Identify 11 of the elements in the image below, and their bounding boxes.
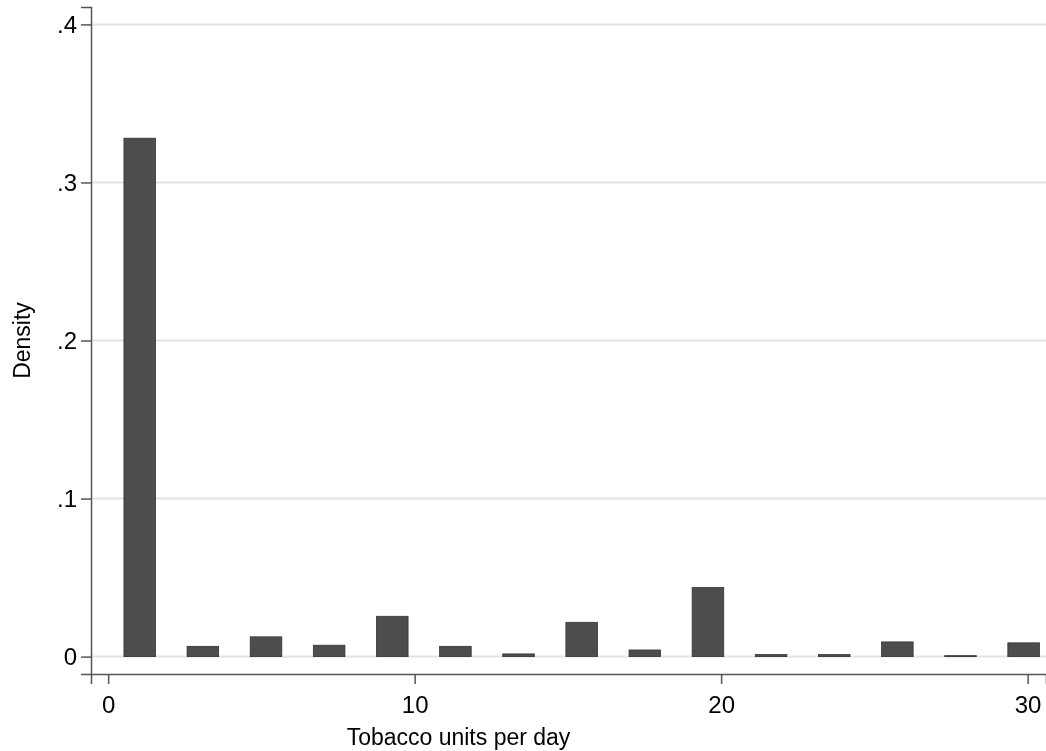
x-tick-label: 0	[101, 691, 116, 719]
x-axis-title: Tobacco units per day	[346, 724, 571, 750]
y-tick-label: .1	[56, 484, 77, 512]
x-tick-label: 10	[401, 691, 429, 719]
y-tick-label: .4	[56, 10, 77, 38]
y-axis-title: Density	[9, 301, 35, 379]
y-tick-label: .2	[56, 326, 77, 354]
x-tick-label: 30	[1014, 691, 1042, 719]
x-tick-label: 20	[708, 691, 735, 719]
y-tick-label: 0	[63, 642, 77, 670]
y-tick-label: .3	[56, 168, 77, 196]
